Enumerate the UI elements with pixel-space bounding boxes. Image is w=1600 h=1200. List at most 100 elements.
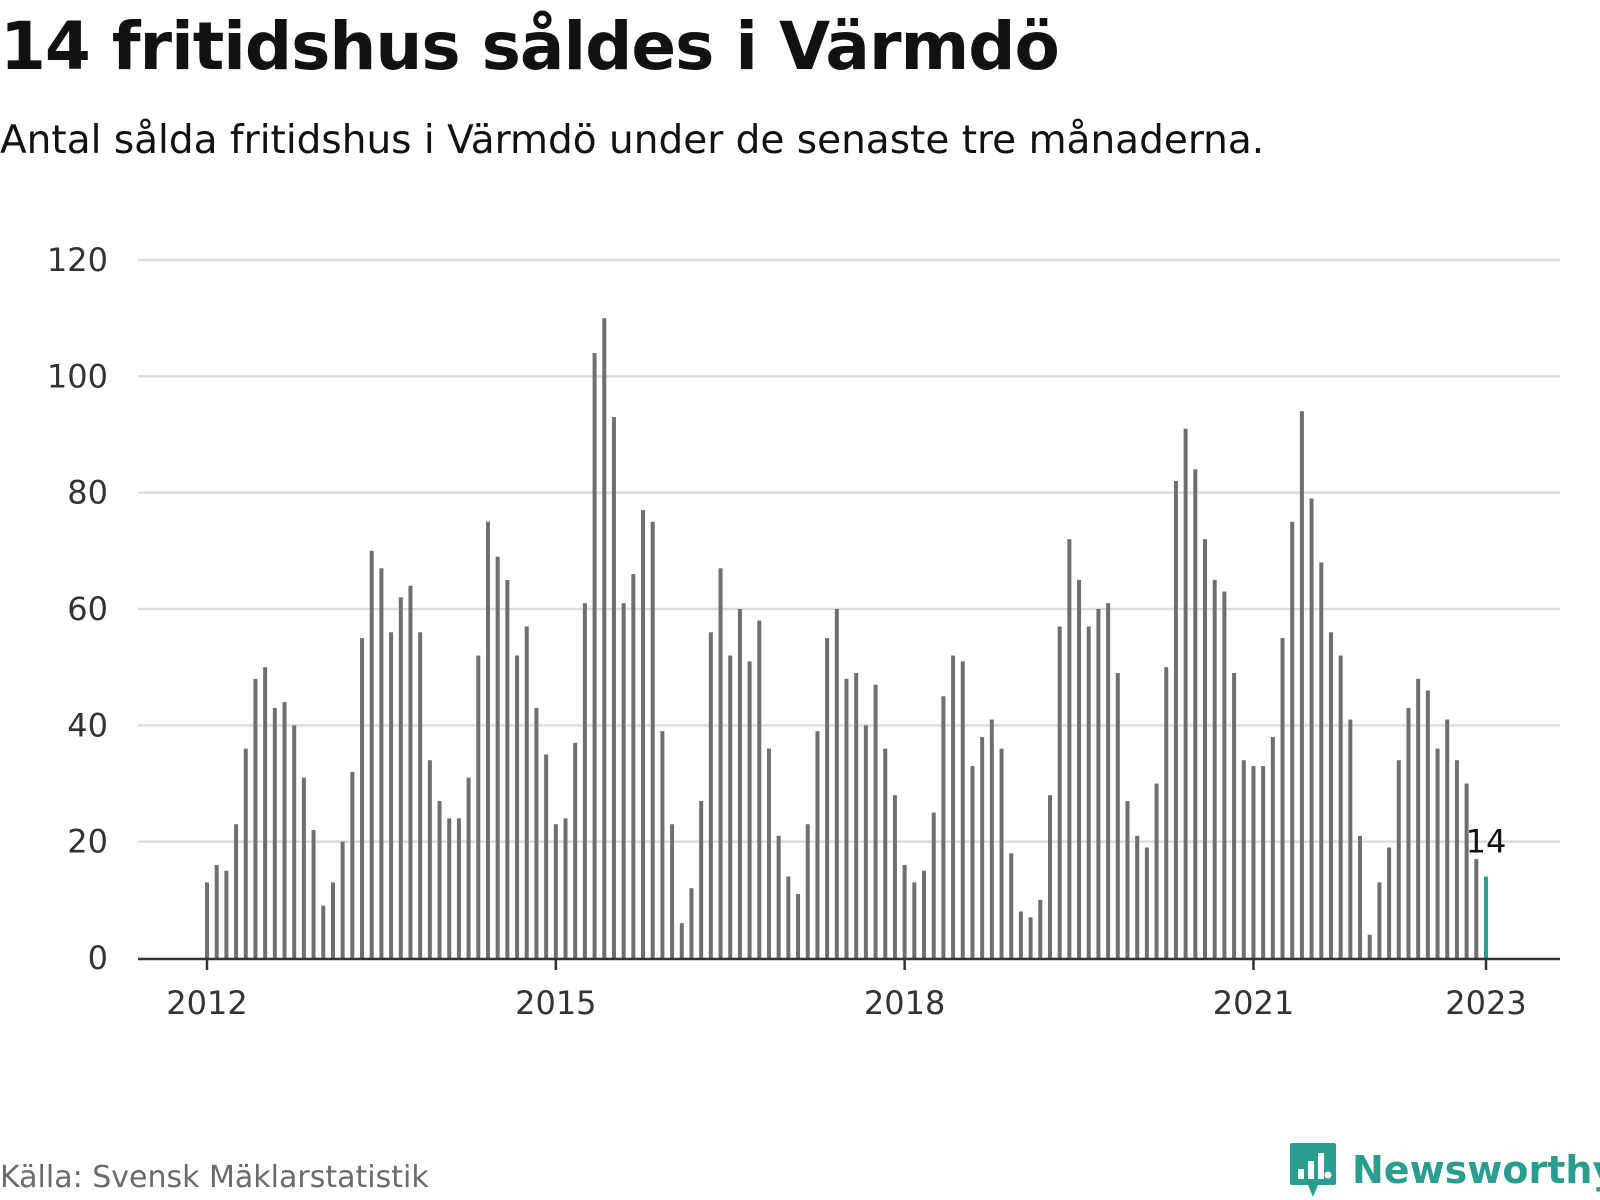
annotations: 14: [1466, 823, 1507, 861]
y-tick-label-80: 80: [67, 474, 108, 512]
bar: [1096, 609, 1101, 958]
bar: [670, 824, 675, 958]
bar: [1299, 411, 1304, 959]
bar: [1106, 603, 1111, 958]
x-tick-label-2023: 2023: [1445, 984, 1526, 1022]
bar: [863, 725, 868, 958]
chart-title: 14 fritidshus såldes i Värmdö: [0, 8, 1060, 85]
bar: [553, 824, 558, 958]
bar: [641, 510, 646, 958]
bar: [1474, 859, 1479, 958]
bar: [815, 731, 820, 958]
bar: [311, 830, 316, 958]
bar: [330, 882, 335, 958]
bar: [1406, 707, 1411, 958]
bar: [534, 707, 539, 958]
bar: [592, 353, 597, 958]
bar: [873, 684, 878, 958]
bar: [292, 725, 297, 958]
bar: [340, 841, 345, 958]
bar: [1435, 748, 1440, 958]
bar: [321, 905, 326, 958]
bar: [389, 632, 394, 958]
bar: [602, 318, 607, 958]
bar: [1290, 521, 1295, 958]
bar: [1173, 481, 1178, 958]
y-tick-label-60: 60: [67, 590, 108, 628]
bar: [1425, 690, 1430, 958]
bar: [621, 603, 626, 958]
bar: [883, 748, 888, 958]
bar: [1018, 911, 1023, 958]
bar: [892, 795, 897, 958]
y-axis-ticks: 0 20 40 60 80 100 120: [47, 241, 108, 977]
bar: [805, 824, 810, 958]
bar: [466, 777, 471, 958]
bar-chart: 0 20 40 60 80 100 120 2012 2015 2018 2021 2023 14: [47, 241, 1560, 1022]
bar: [369, 550, 374, 958]
bar: [476, 655, 481, 958]
bar: [398, 597, 403, 958]
bar: [1396, 760, 1401, 958]
bar: [1193, 469, 1198, 958]
bar: [1222, 591, 1227, 958]
y-tick-label-20: 20: [67, 823, 108, 861]
bar: [437, 800, 442, 958]
gridlines: [138, 258, 1560, 843]
bar: [1348, 719, 1353, 958]
bar: [1319, 562, 1324, 958]
bar: [1454, 760, 1459, 958]
bar: [650, 521, 655, 958]
bar: [786, 876, 791, 958]
bar: [951, 655, 956, 958]
bar: [1232, 672, 1237, 958]
bar: [1125, 800, 1130, 958]
x-tick-label-2018: 2018: [864, 984, 945, 1022]
bar: [854, 672, 859, 958]
bar: [456, 818, 461, 958]
bar: [495, 556, 500, 958]
bar: [1270, 736, 1275, 958]
bar: [699, 800, 704, 958]
bar: [902, 864, 907, 958]
bar: [1183, 428, 1188, 958]
y-tick-label-100: 100: [47, 357, 108, 395]
chart-subtitle: Antal sålda fritidshus i Värmdö under de…: [0, 118, 1265, 163]
bar: [1038, 899, 1043, 958]
bar: [999, 748, 1004, 958]
bar: [766, 748, 771, 958]
bar: [728, 655, 733, 958]
bar: [515, 655, 520, 958]
bar: [544, 754, 549, 958]
bar: [563, 818, 568, 958]
bar: [253, 678, 258, 958]
bar: [485, 521, 490, 958]
bar: [1144, 847, 1149, 958]
newsworthy-logo-icon: [1290, 1143, 1336, 1197]
bar: [611, 417, 616, 958]
bar: [1416, 678, 1421, 958]
bar: [447, 818, 452, 958]
bar: [989, 719, 994, 958]
bar: [1251, 766, 1256, 958]
bar: [679, 923, 684, 958]
bar: [1377, 882, 1382, 958]
bar: [350, 771, 355, 958]
x-tick-label-2012: 2012: [166, 984, 247, 1022]
bars: [205, 318, 1488, 959]
bar: [282, 702, 287, 958]
bar: [379, 568, 384, 958]
bar: [1387, 847, 1392, 958]
bar: [224, 870, 229, 958]
bar: [1261, 766, 1266, 958]
bar: [970, 766, 975, 958]
bar: [844, 678, 849, 958]
bar: [1115, 672, 1120, 958]
bar: [573, 742, 578, 958]
bar: [214, 864, 219, 958]
bar: [1328, 632, 1333, 958]
bar: [1009, 853, 1014, 958]
bar: [931, 812, 936, 958]
bar: [1358, 835, 1363, 958]
bar: [1164, 667, 1169, 958]
